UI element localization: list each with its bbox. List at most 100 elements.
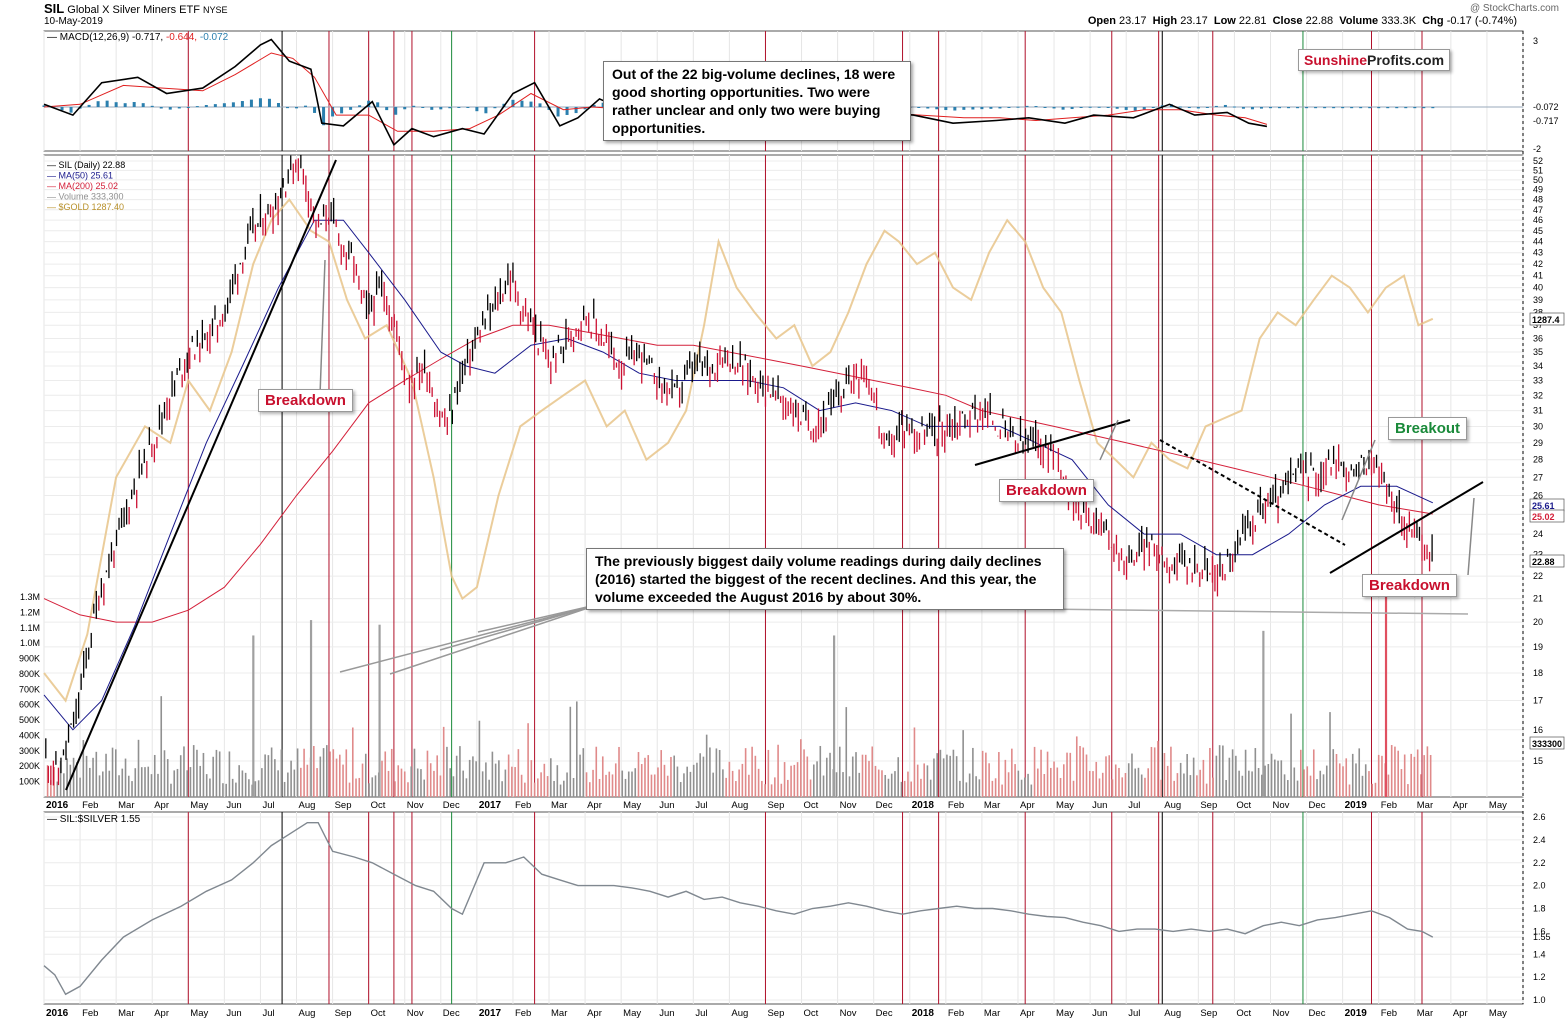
macd-histogram-bar [484,107,488,114]
volume-bar [127,775,130,797]
volume-bar [848,776,851,797]
volume-bar [864,754,867,797]
x-tick-label-mid: Dec [443,800,460,811]
volume-bar [1124,773,1127,797]
volume-bar [1209,747,1211,797]
macd-tick-label: 3 [1533,36,1538,46]
macd-histogram-bar [1404,107,1408,109]
volume-bar [588,782,591,797]
volume-bar [816,761,818,797]
volume-bar [137,739,140,797]
volume-bar [569,706,572,797]
volume-bar [1085,754,1088,797]
volume-bar [140,767,143,797]
volume-bar [166,759,169,797]
macd-histogram-bar [1332,107,1336,109]
volume-bar [332,749,335,797]
x-tick-label-bottom: May [1056,1008,1074,1019]
volume-bar [1072,780,1075,797]
volume-bar [673,755,675,797]
price-tick-label: 45 [1533,226,1543,236]
volume-bar [76,762,78,797]
brand-part2: Profits.com [1367,52,1445,68]
volume-bar [1270,753,1273,797]
macd-histogram-bar [69,107,73,113]
macd-histogram-bar [944,107,948,111]
volume-bar [1283,774,1286,797]
x-tick-label-bottom: Jul [1128,1008,1140,1019]
volume-bar [235,782,237,797]
volume-bar [462,770,464,797]
macd-histogram-bar [511,99,515,107]
volume-bar [793,764,796,797]
ratio-tick-label: 1.8 [1533,904,1546,914]
volume-bar [787,779,789,797]
volume-bar [533,782,536,797]
volume-bar [280,749,283,797]
price-tick-label: 29 [1533,438,1543,448]
volume-bar [537,778,539,797]
chart-date: 10-May-2019 [44,16,103,27]
volume-bar [838,746,841,797]
x-tick-label-mid: Jul [262,800,274,811]
macd-histogram-bar [1178,106,1182,108]
volume-bar [95,751,98,797]
trendline-2018-support [974,419,1131,466]
volume-bar [890,773,893,797]
ratio-legend: — SIL:$SILVER 1.55 [47,814,141,825]
callout-pointer [1341,439,1376,521]
volume-bar [501,781,503,797]
volume-bar [1319,770,1322,797]
macd-histogram-bar [1088,106,1092,108]
volume-bar [511,766,513,797]
volume-bar [1199,769,1201,797]
volume-bar [124,758,127,797]
x-tick-label-mid: Jul [1128,800,1140,811]
macd-histogram-bar [998,107,1002,109]
volume-bar [592,769,594,797]
volume-bar [725,777,727,797]
volume-bar [85,755,88,797]
macd-histogram-bar [448,107,452,109]
volume-bar [1011,748,1013,797]
macd-histogram-bar [926,107,930,109]
volume-bar [728,761,731,797]
volume-bar [1293,767,1296,797]
volume-bar [540,772,542,797]
volume-bar [66,758,68,797]
x-tick-label-mid: Feb [515,800,531,811]
macd-histogram-bar [1287,107,1291,109]
volume-bar [897,757,900,797]
macd-legend-signal: -0.644, [166,32,200,43]
volume-bar [520,774,523,797]
volume-bar [517,749,520,797]
volume-bar [946,754,948,797]
volume-tick-label: 1.3M [20,592,40,602]
macd-histogram-bar [1278,107,1282,109]
volume-bar [731,770,734,797]
volume-bar [1238,770,1240,797]
volume-bar [335,758,338,797]
volume-bar [254,781,257,797]
volume-bar [670,756,672,797]
volume-bar [267,755,270,797]
volume-bar [923,763,925,797]
x-tick-label-bottom: May [623,1008,641,1019]
volume-bar [472,756,474,797]
volume-bar [381,760,383,797]
macd-histogram-bar [295,107,299,109]
volume-bar [1413,756,1416,797]
volume-bar [1050,767,1052,797]
volume-bar [160,696,163,797]
volume-bar [1059,777,1062,797]
volume-bar [543,763,546,797]
volume-bar [1046,751,1049,797]
volume-bar [192,745,195,797]
volume-bar [209,778,211,797]
volume-bar [1121,777,1124,797]
x-tick-label-mid: Dec [876,800,893,811]
volume-bar [1007,772,1010,797]
volume-bar [157,773,159,797]
volume-bar [1131,753,1133,797]
